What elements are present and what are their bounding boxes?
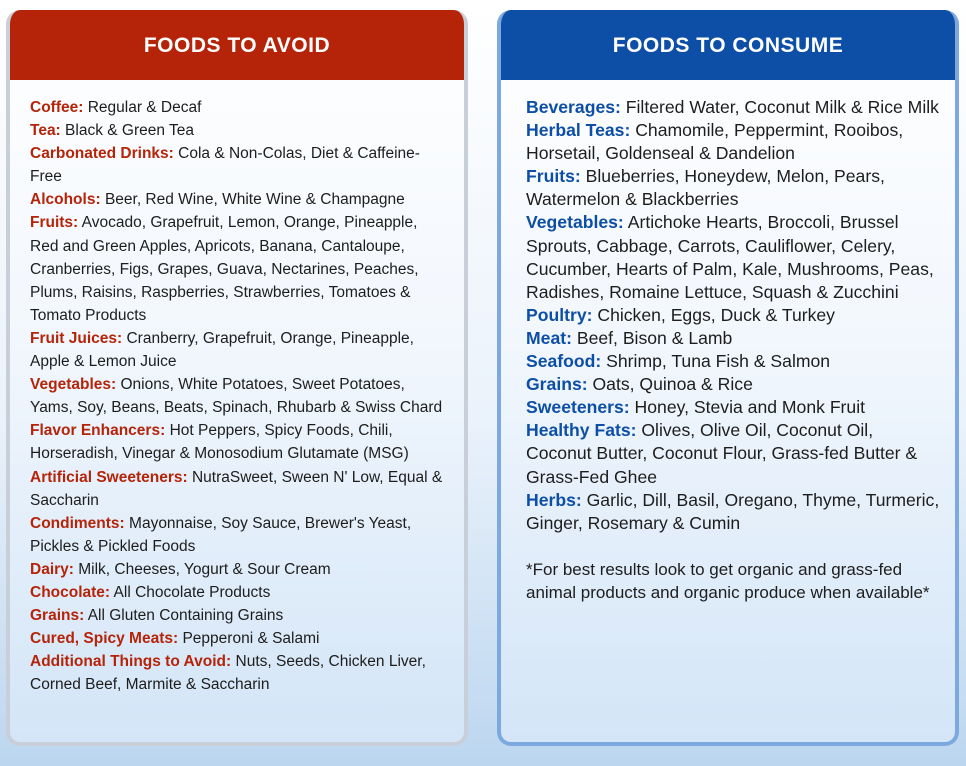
organic-note: *For best results look to get organic an… [526,559,930,602]
item-category-label: Fruit Juices: [30,329,123,347]
list-item: Tea: Black & Green Tea [30,119,446,142]
list-item: Flavor Enhancers: Hot Peppers, Spicy Foo… [30,419,446,465]
item-foods-text: Beef, Bison & Lamb [576,327,733,348]
list-item: Alcohols: Beer, Red Wine, White Wine & C… [30,188,446,211]
item-foods-text: Chicken, Eggs, Duck & Turkey [597,304,835,325]
list-item: Seafood: Shrimp, Tuna Fish & Salmon [526,350,943,373]
item-foods-text: Filtered Water, Coconut Milk & Rice Milk [625,97,939,117]
list-item: Sweeteners: Honey, Stevia and Monk Fruit [526,396,943,419]
item-category-label: Sweeteners: [526,397,630,418]
list-item: Fruit Juices: Cranberry, Grapefruit, Ora… [30,327,446,373]
item-category-label: Grains: [526,374,588,395]
list-item: Healthy Fats: Olives, Olive Oil, Coconut… [526,419,943,488]
item-foods-text: Cola & Non-Colas, Diet & Caffeine-Free [30,145,420,186]
item-category-label: Dairy: [30,560,74,578]
item-category-label: Healthy Fats: [526,420,637,441]
item-category-label: Condiments: [30,514,125,532]
list-item: Herbs: Garlic, Dill, Basil, Oregano, Thy… [526,489,943,535]
item-category-label: Chocolate: [30,583,111,601]
item-foods-text: Olives, Olive Oil, Coconut Oil, Coconut … [526,420,918,487]
foods-to-avoid-title: FOODS TO AVOID [10,10,464,80]
item-category-label: Poultry: [526,304,593,325]
item-category-label: Fruits: [526,166,581,187]
foods-to-avoid-list: Coffee: Regular & Decaf Tea: Black & Gree… [10,80,464,696]
list-item: Additional Things to Avoid: Nuts, Seeds,… [30,650,446,696]
item-foods-text: Garlic, Dill, Basil, Oregano, Thyme, Tur… [526,489,940,533]
item-category-label: Herbs: [526,489,582,510]
item-foods-text: Artichoke Hearts, Broccoli, Brussel Spro… [526,212,934,302]
item-category-label: Carbonated Drinks: [30,145,174,163]
item-category-label: Flavor Enhancers: [30,422,166,440]
list-item: Condiments: Mayonnaise, Soy Sauce, Brewe… [30,512,446,558]
item-category-label: Fruits: [30,214,79,232]
item-foods-text: Beer, Red Wine, White Wine & Champagne [104,191,405,209]
item-foods-text: All Gluten Containing Grains [87,607,284,625]
item-foods-text: Honey, Stevia and Monk Fruit [634,397,866,418]
item-foods-text: Milk, Cheeses, Yogurt & Sour Cream [78,560,331,578]
list-item: Beverages: Filtered Water, Coconut Milk … [526,96,943,119]
list-item: Fruits: Avocado, Grapefruit, Lemon, Oran… [30,211,446,326]
item-foods-text: All Chocolate Products [113,583,271,601]
foods-to-consume-title: FOODS TO CONSUME [501,10,955,80]
item-foods-text: Cranberry, Grapefruit, Orange, Pineapple… [30,329,414,371]
list-item: Chocolate: All Chocolate Products [30,581,446,604]
list-item: Grains: Oats, Quinoa & Rice [526,373,943,396]
item-category-label: Vegetables: [526,212,624,233]
foods-to-avoid-panel: FOODS TO AVOID Coffee: Regular & Decaf Te… [6,10,468,746]
item-foods-text: Blueberries, Honeydew, Melon, Pears, Wat… [526,166,885,210]
item-category-label: Alcohols: [30,191,101,209]
item-category-label: Meat: [526,327,572,348]
list-item: Grains: All Gluten Containing Grains [30,604,446,627]
item-foods-text: Avocado, Grapefruit, Lemon, Orange, Pine… [30,214,419,324]
item-category-label: Cured, Spicy Meats: [30,630,179,648]
list-item: Vegetables: Onions, White Potatoes, Swee… [30,373,446,419]
item-category-label: Herbal Teas: [526,120,631,141]
item-foods-text: NutraSweet, Sween N' Low, Equal & Saccha… [30,468,443,509]
item-foods-text: Mayonnaise, Soy Sauce, Brewer's Yeast, P… [30,514,412,555]
list-item: Vegetables: Artichoke Hearts, Broccoli, … [526,211,943,303]
list-item: Cured, Spicy Meats: Pepperoni & Salami [30,627,446,650]
item-category-label: Artificial Sweeteners: [30,468,188,486]
list-item: Dairy: Milk, Cheeses, Yogurt & Sour Crea… [30,558,446,581]
item-foods-text: Oats, Quinoa & Rice [592,374,753,395]
item-foods-text: Shrimp, Tuna Fish & Salmon [606,351,831,372]
item-foods-text: Pepperoni & Salami [182,630,320,648]
item-category-label: Beverages: [526,97,621,117]
item-category-label: Seafood: [526,351,602,372]
list-item: Carbonated Drinks: Cola & Non-Colas, Die… [30,142,446,188]
list-item: Artificial Sweeteners: NutraSweet, Sween… [30,466,446,512]
item-category-label: Coffee: [30,99,84,116]
list-item: Meat: Beef, Bison & Lamb [526,327,943,350]
list-item: Herbal Teas: Chamomile, Peppermint, Rooi… [526,119,943,165]
item-foods-text: Chamomile, Peppermint, Rooibos, Horsetai… [526,120,904,164]
item-category-label: Additional Things to Avoid: [30,653,232,671]
item-category-label: Grains: [30,607,85,625]
list-item: Coffee: Regular & Decaf [30,96,446,119]
foods-to-consume-panel: FOODS TO CONSUME Beverages: Filtered Wat… [497,10,959,746]
item-foods-text: Onions, White Potatoes, Sweet Potatoes, … [30,376,443,417]
foods-to-consume-list: Beverages: Filtered Water, Coconut Milk … [501,80,955,535]
item-foods-text: Black & Green Tea [65,122,194,140]
item-foods-text: Nuts, Seeds, Chicken Liver, Corned Beef,… [30,653,426,694]
item-foods-text: Hot Peppers, Spicy Foods, Chili, Horsera… [30,422,409,463]
item-foods-text: Regular & Decaf [87,99,202,116]
list-item: Fruits: Blueberries, Honeydew, Melon, Pe… [526,165,943,211]
item-category-label: Vegetables: [30,376,117,394]
list-item: Poultry: Chicken, Eggs, Duck & Turkey [526,304,943,327]
item-category-label: Tea: [30,122,61,140]
